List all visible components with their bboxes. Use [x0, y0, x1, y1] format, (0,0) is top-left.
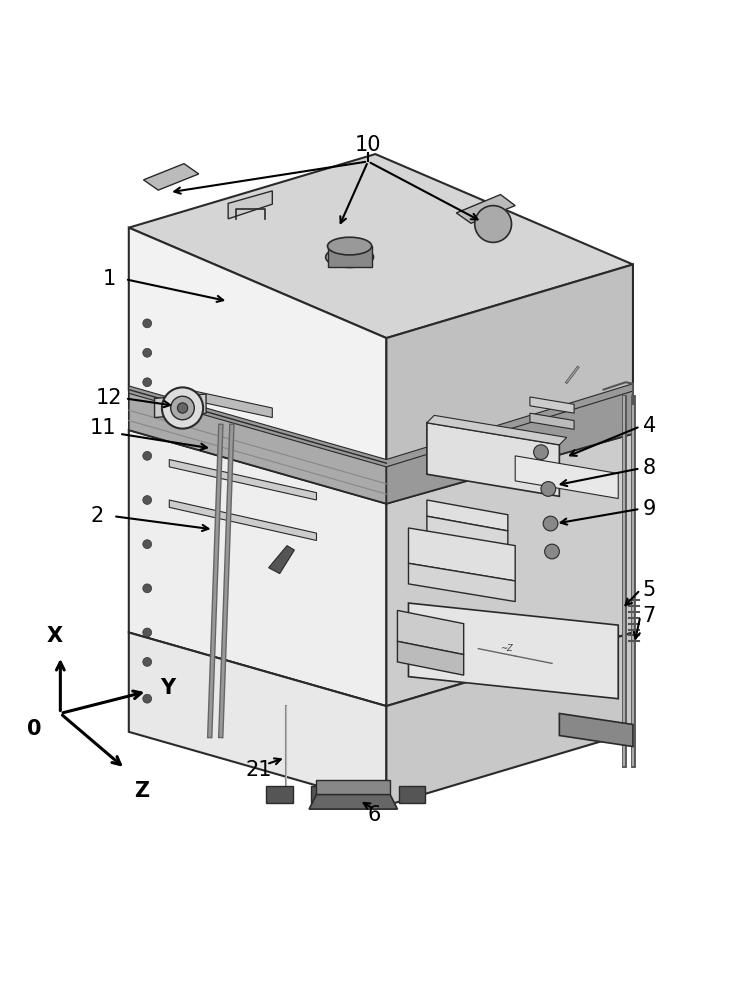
- Polygon shape: [228, 191, 272, 219]
- Polygon shape: [408, 563, 515, 602]
- Polygon shape: [355, 786, 381, 803]
- Text: 1: 1: [102, 269, 116, 289]
- Polygon shape: [129, 430, 386, 706]
- Polygon shape: [144, 164, 199, 190]
- Circle shape: [534, 445, 548, 460]
- Circle shape: [143, 378, 152, 387]
- Text: 8: 8: [643, 458, 656, 478]
- Circle shape: [143, 694, 152, 703]
- Text: 5: 5: [643, 580, 656, 600]
- Polygon shape: [386, 632, 633, 805]
- Polygon shape: [316, 780, 390, 794]
- Polygon shape: [169, 460, 316, 500]
- Text: X: X: [46, 626, 63, 646]
- Polygon shape: [386, 434, 633, 706]
- Polygon shape: [386, 390, 633, 504]
- Text: 7: 7: [643, 606, 656, 626]
- Circle shape: [162, 387, 203, 429]
- Text: ~Z: ~Z: [500, 644, 513, 653]
- Circle shape: [143, 628, 152, 637]
- Polygon shape: [155, 394, 206, 418]
- Polygon shape: [309, 794, 397, 809]
- Circle shape: [143, 496, 152, 504]
- Polygon shape: [328, 246, 372, 267]
- Ellipse shape: [328, 237, 372, 255]
- Circle shape: [177, 403, 188, 413]
- Polygon shape: [169, 500, 316, 540]
- Text: Z: Z: [134, 781, 149, 801]
- Polygon shape: [188, 390, 272, 418]
- Polygon shape: [399, 786, 425, 803]
- Text: Y: Y: [160, 678, 175, 698]
- Polygon shape: [129, 390, 386, 504]
- Circle shape: [171, 396, 194, 420]
- Polygon shape: [559, 713, 633, 747]
- Polygon shape: [129, 154, 633, 338]
- Polygon shape: [129, 228, 386, 463]
- Polygon shape: [427, 423, 559, 496]
- Polygon shape: [269, 546, 294, 574]
- Circle shape: [143, 451, 152, 460]
- Polygon shape: [427, 500, 508, 531]
- Circle shape: [475, 206, 512, 242]
- Polygon shape: [129, 632, 386, 805]
- Polygon shape: [129, 384, 633, 467]
- Text: 9: 9: [643, 499, 656, 519]
- Text: 2: 2: [91, 506, 104, 526]
- Circle shape: [143, 319, 152, 328]
- Circle shape: [541, 482, 556, 496]
- Circle shape: [143, 584, 152, 593]
- Polygon shape: [397, 610, 464, 655]
- Circle shape: [143, 658, 152, 666]
- Circle shape: [143, 348, 152, 357]
- Polygon shape: [427, 516, 508, 547]
- Polygon shape: [397, 641, 464, 675]
- Text: 11: 11: [90, 418, 116, 438]
- Polygon shape: [530, 413, 574, 429]
- Circle shape: [545, 544, 559, 559]
- Ellipse shape: [325, 247, 373, 267]
- Text: 12: 12: [96, 388, 122, 408]
- Polygon shape: [408, 528, 515, 581]
- Text: 6: 6: [367, 805, 381, 825]
- Polygon shape: [386, 264, 633, 463]
- Text: 4: 4: [643, 416, 656, 436]
- Text: 10: 10: [355, 135, 381, 155]
- Text: 21: 21: [246, 760, 272, 780]
- Polygon shape: [515, 456, 618, 499]
- Polygon shape: [408, 603, 618, 699]
- Polygon shape: [456, 195, 515, 223]
- Polygon shape: [530, 397, 574, 413]
- Circle shape: [143, 540, 152, 549]
- Text: 0: 0: [27, 719, 42, 739]
- Polygon shape: [266, 786, 293, 803]
- Polygon shape: [427, 415, 567, 445]
- Polygon shape: [311, 786, 337, 803]
- Circle shape: [543, 516, 558, 531]
